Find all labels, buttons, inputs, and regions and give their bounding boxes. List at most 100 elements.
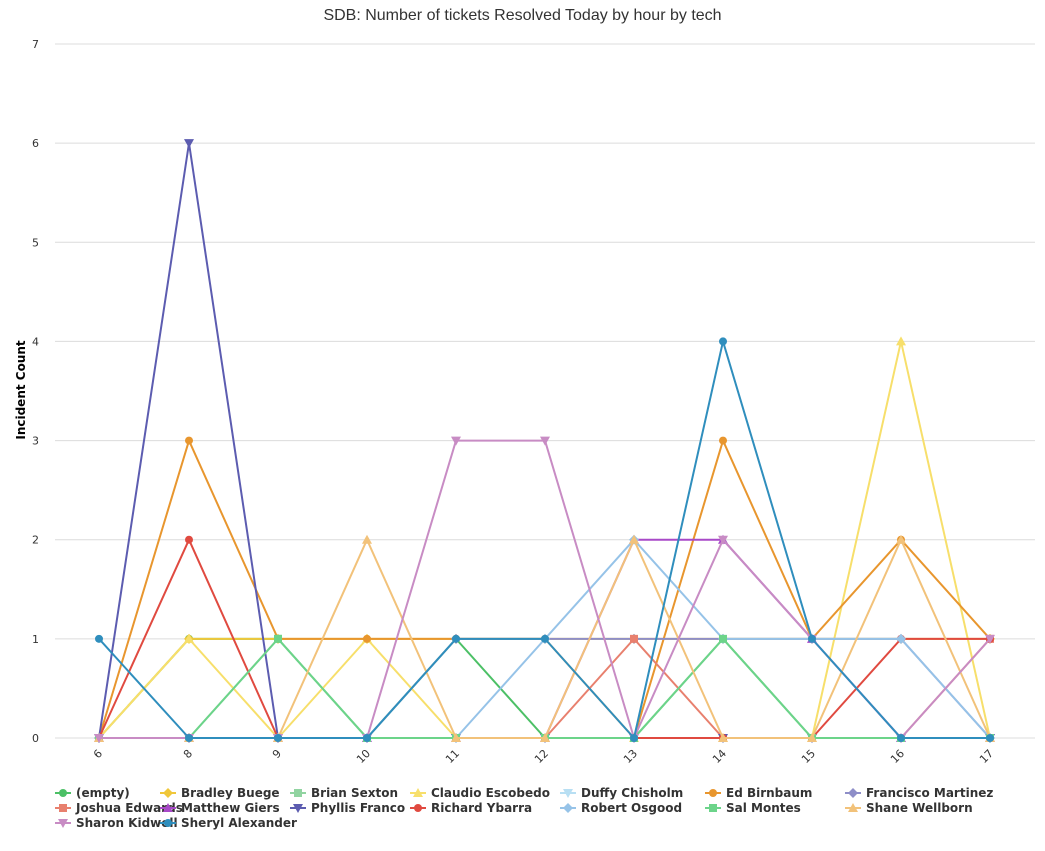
y-tick-label: 3 [32, 435, 39, 448]
data-point [541, 634, 549, 643]
legend-label: Sharon Kidwell [76, 816, 178, 830]
legend-item[interactable]: Matthew Giers [160, 801, 280, 815]
data-point [274, 634, 282, 643]
x-tick-label: 6 [91, 747, 105, 761]
data-point [452, 634, 460, 643]
legend-marker [563, 789, 573, 798]
data-point [540, 436, 550, 446]
legend-label: Sal Montes [726, 801, 801, 815]
legend-marker [59, 804, 67, 812]
legend-item[interactable]: (empty) [55, 786, 130, 800]
data-point [185, 436, 193, 445]
legend-label: Sheryl Alexander [181, 816, 297, 830]
legend-marker [293, 804, 303, 813]
chart-title: SDB: Number of tickets Resolved Today by… [323, 7, 722, 24]
data-point [897, 734, 905, 742]
legend-label: Phyllis Franco [311, 801, 405, 815]
x-tick-label: 8 [181, 747, 195, 761]
series-0 [95, 634, 994, 742]
data-point [719, 337, 727, 346]
y-tick-label: 4 [32, 335, 39, 348]
legend-marker [709, 789, 717, 797]
legend-label: Duffy Chisholm [581, 786, 683, 800]
legend-item[interactable]: Sheryl Alexander [160, 816, 297, 830]
y-tick-label: 0 [32, 732, 39, 745]
x-tick-label: 12 [532, 747, 551, 766]
data-point [184, 633, 194, 643]
series-7 [95, 634, 994, 742]
y-tick-label: 5 [32, 236, 39, 249]
y-tick-label: 2 [32, 534, 39, 547]
x-tick-label: 16 [888, 747, 907, 766]
x-tick-label: 10 [354, 747, 373, 766]
legend-label: Richard Ybarra [431, 801, 532, 815]
data-point [719, 634, 727, 643]
legend-marker [848, 803, 858, 812]
legend-item[interactable]: Phyllis Franco [290, 801, 405, 815]
legend-item[interactable]: Shane Wellborn [845, 801, 973, 815]
data-point [807, 733, 817, 742]
legend-item[interactable]: Sharon Kidwell [55, 816, 178, 830]
legend-item[interactable]: Ed Birnbaum [705, 786, 812, 800]
x-tick-label: 9 [270, 747, 284, 761]
series-5 [95, 436, 994, 742]
legend-label: Robert Osgood [581, 801, 682, 815]
data-point [985, 634, 995, 644]
data-point [630, 734, 638, 742]
series-12 [95, 634, 994, 742]
y-axis-label: Incident Count [14, 340, 28, 440]
legend-item[interactable]: Joshua Edwards [55, 801, 183, 815]
data-point [274, 734, 282, 742]
legend-label: Joshua Edwards [75, 801, 183, 815]
data-point [185, 734, 193, 742]
data-point [185, 535, 193, 544]
legend-item[interactable]: Sal Montes [705, 801, 801, 815]
legend-item[interactable]: Claudio Escobedo [410, 786, 550, 800]
legend-label: Bradley Buege [181, 786, 280, 800]
x-tick-label: 17 [977, 747, 996, 766]
legend-marker [414, 804, 422, 812]
data-point [540, 733, 550, 742]
data-point [718, 733, 728, 742]
legend: (empty) Bradley Buege Brian Sexton Claudio … [55, 786, 993, 830]
y-tick-label: 6 [32, 137, 39, 150]
legend-marker [164, 819, 172, 827]
data-point [362, 534, 372, 544]
y-tick-label: 7 [32, 38, 39, 51]
series-line [98, 439, 991, 739]
y-tick-label: 1 [32, 633, 39, 646]
legend-marker [413, 788, 423, 797]
series-15 [95, 337, 994, 742]
data-point [451, 436, 461, 446]
legend-item[interactable]: Bradley Buege [160, 786, 280, 800]
legend-item[interactable]: Francisco Martinez [845, 786, 993, 800]
x-tick-label: 11 [443, 747, 462, 766]
x-tick-label: 15 [799, 747, 818, 766]
legend-label: Ed Birnbaum [726, 786, 812, 800]
data-point [363, 634, 371, 643]
data-point [896, 633, 906, 644]
legend-item[interactable]: Brian Sexton [290, 786, 398, 800]
legend-marker [563, 803, 573, 813]
x-tick-label: 14 [710, 747, 729, 766]
data-point [718, 535, 728, 545]
legend-item[interactable]: Duffy Chisholm [560, 786, 683, 800]
legend-marker [848, 788, 858, 798]
data-point [896, 534, 906, 544]
x-tick-label: 13 [621, 747, 640, 766]
data-point [630, 634, 638, 643]
legend-marker [59, 789, 67, 797]
data-point [896, 336, 906, 346]
legend-item[interactable]: Robert Osgood [560, 801, 682, 815]
series-layer [94, 139, 995, 743]
series-14 [94, 436, 995, 743]
data-point [184, 139, 194, 149]
data-point [94, 734, 104, 743]
legend-label: (empty) [76, 786, 130, 800]
legend-marker [163, 788, 173, 798]
data-point [95, 634, 103, 643]
legend-label: Matthew Giers [181, 801, 280, 815]
data-point [986, 734, 994, 742]
legend-item[interactable]: Richard Ybarra [410, 801, 532, 815]
